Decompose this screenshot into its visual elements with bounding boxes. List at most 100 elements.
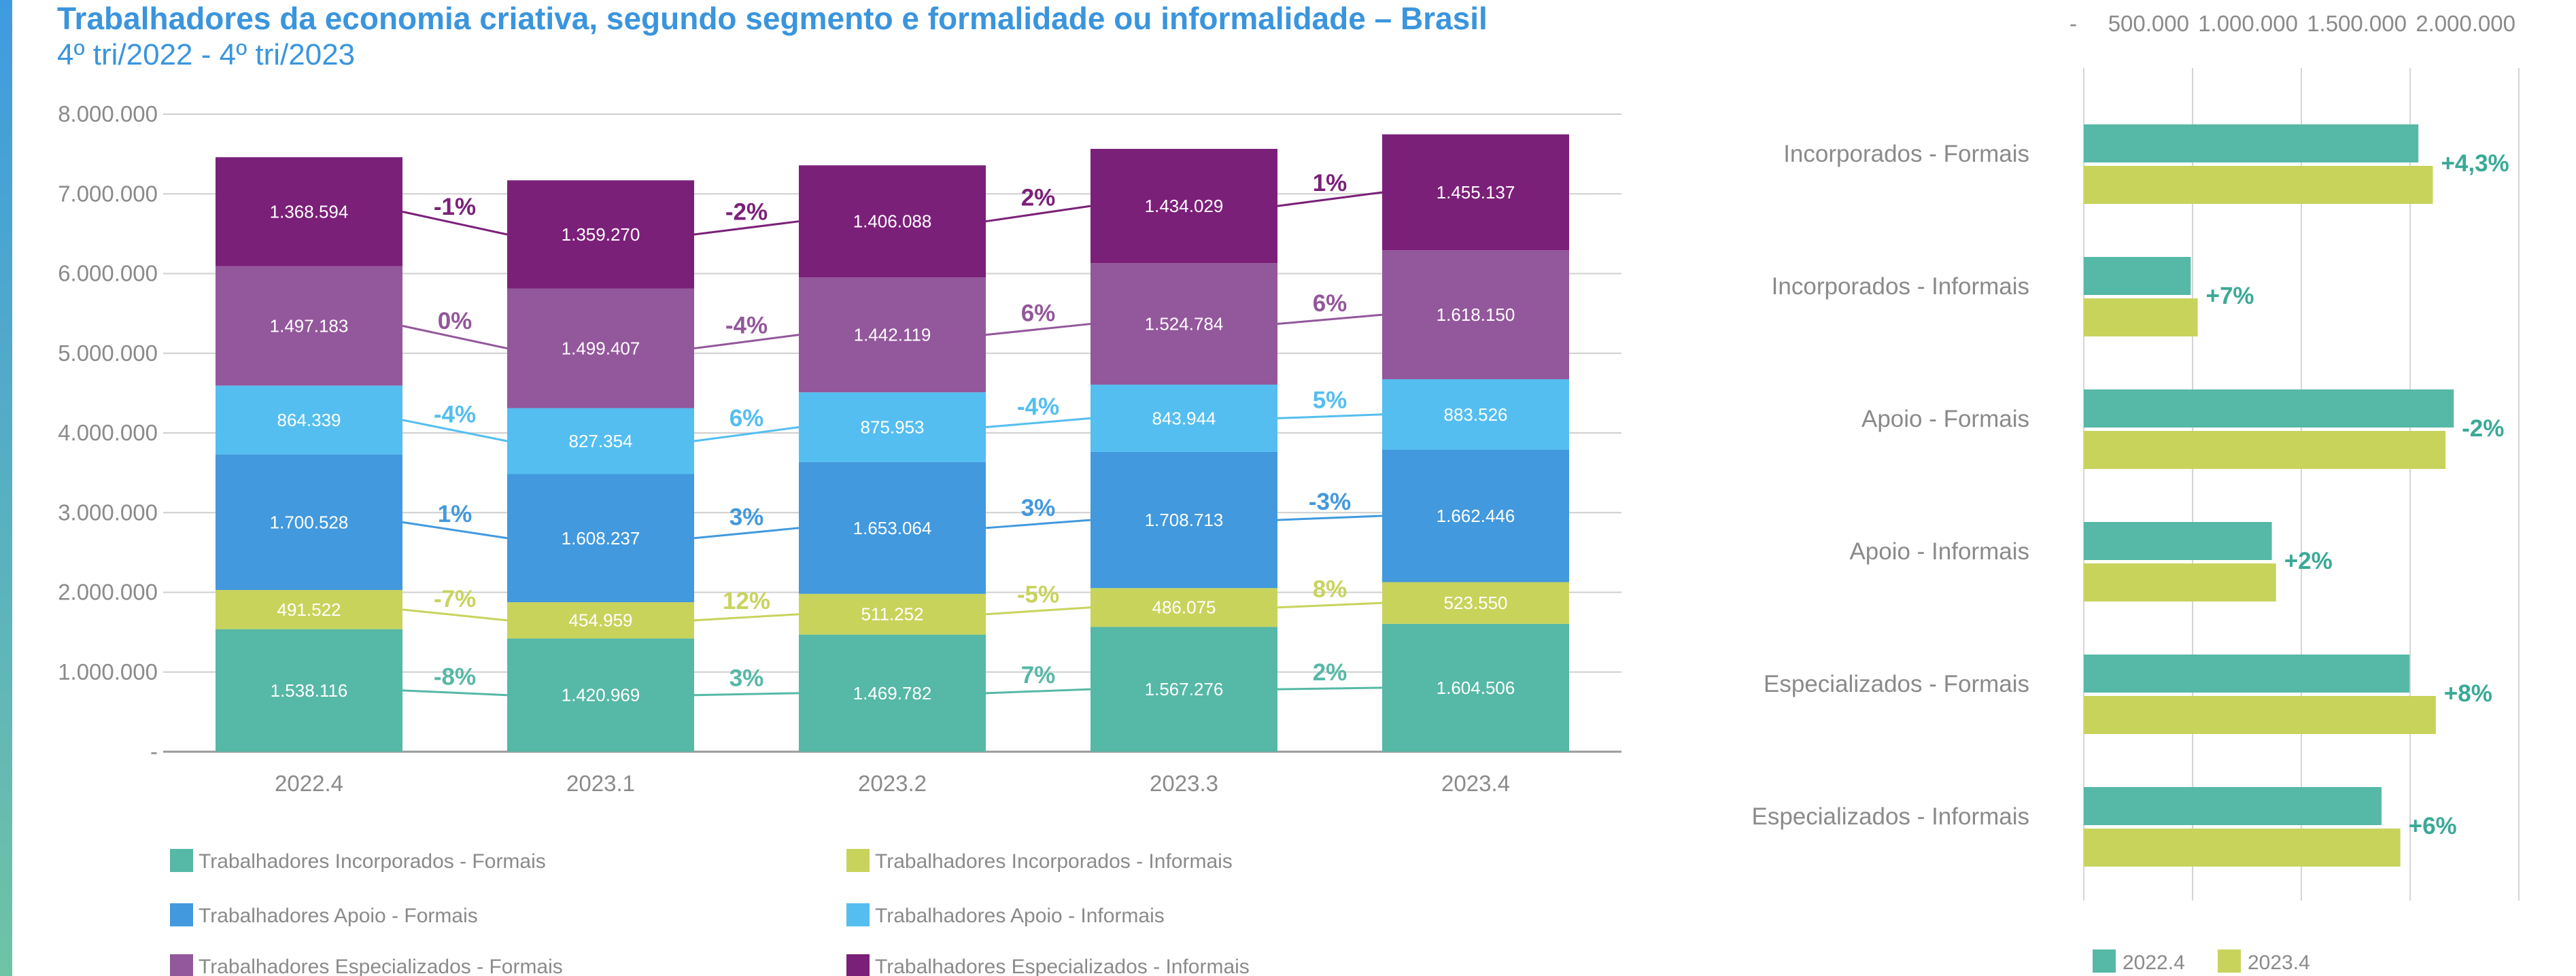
bar-segment [1382, 379, 1569, 450]
hbar [2084, 257, 2191, 295]
category-label: Apoio - Informais [1849, 538, 2029, 565]
change-label: 6% [1313, 290, 1347, 317]
bar-value-label: 486.075 [1152, 597, 1216, 618]
y-tick-label: 5.000.000 [58, 341, 158, 366]
x-tick-label: 2022.4 [275, 771, 343, 796]
change-label: 6% [1021, 300, 1056, 327]
x-tick-label: 1.000.000 [2198, 11, 2298, 36]
y-tick-label: 7.000.000 [58, 181, 158, 206]
bar-value-label: 1.420.969 [562, 685, 640, 705]
trend-line [402, 602, 1383, 622]
trend-line [402, 515, 1383, 540]
change-label: 1% [438, 501, 473, 527]
legend-swatch [846, 954, 870, 976]
bar-value-label: 875.953 [861, 417, 925, 438]
category-label: Especializados - Informais [1752, 803, 2030, 830]
change-label: 3% [729, 665, 764, 691]
hbar [2084, 389, 2454, 428]
bar-segment [507, 602, 694, 639]
bar-segment [507, 474, 694, 603]
y-tick-label: 4.000.000 [58, 420, 158, 445]
bar-value-label: 883.526 [1444, 404, 1508, 425]
bar-value-label: 523.550 [1444, 593, 1508, 613]
legend-label: 2023.4 [2248, 952, 2310, 974]
change-label: -3% [1309, 489, 1351, 515]
y-tick-label: 6.000.000 [58, 261, 158, 286]
change-label: 7% [1021, 662, 1056, 689]
change-label: -4% [725, 313, 768, 339]
change-label: +7% [2206, 283, 2254, 309]
category-label: Especializados - Formais [1764, 671, 2029, 697]
stacked-bar-chart: - 1.000.000 2.000.000 3.000.000 4.000.000 5.0… [58, 101, 1621, 976]
y-tick-label: 1.000.000 [58, 659, 158, 684]
hbar [2084, 563, 2276, 602]
trend-line [402, 686, 1383, 697]
change-label: 2% [1313, 659, 1347, 686]
bar-segment [216, 629, 402, 752]
bar-segment [799, 461, 986, 594]
change-label: 6% [729, 405, 764, 432]
bar-segment [1090, 263, 1277, 385]
x-tick-label: 2023.2 [858, 771, 927, 796]
legend-swatch [2218, 949, 2241, 973]
chart-subtitle: 4º tri/2022 - 4º tri/2023 [57, 38, 356, 71]
bar-segment [507, 288, 694, 408]
bar-value-label: 1.455.137 [1437, 182, 1515, 203]
hbar [2084, 787, 2382, 825]
change-label: 0% [438, 308, 473, 334]
bar-segment [507, 638, 694, 752]
bar-value-label: 511.252 [861, 604, 923, 625]
bar-value-label: 1.359.270 [562, 224, 640, 245]
bar-value-label: 491.522 [277, 599, 341, 620]
bar-segment [1090, 451, 1277, 589]
bar-value-label: 1.406.088 [853, 211, 932, 232]
bar-value-label: 1.524.784 [1145, 314, 1224, 334]
hbar [2084, 522, 2272, 560]
change-label: -5% [1017, 582, 1059, 608]
bar-segment [216, 157, 402, 266]
bar-value-label: 1.499.407 [562, 338, 640, 359]
bar-segment [216, 385, 402, 455]
bar-value-label: 1.618.150 [1437, 304, 1515, 325]
change-label: -1% [434, 194, 476, 220]
change-label: 12% [723, 588, 770, 614]
x-tick-label: 1.500.000 [2307, 11, 2407, 36]
bar-segment [1382, 250, 1569, 379]
legend-label: Trabalhadores Apoio - Formais [199, 905, 478, 927]
y-tick-label: 8.000.000 [58, 101, 158, 126]
bar-value-label: 1.653.064 [853, 518, 932, 538]
bar-segment [507, 408, 694, 474]
change-label: +4,3% [2441, 150, 2509, 177]
bar-segment [799, 165, 986, 278]
bar-value-label: 1.604.506 [1437, 678, 1515, 698]
bar-segment [507, 180, 694, 289]
legend-label: Trabalhadores Especializados - Informais [875, 956, 1250, 976]
hbar [2084, 124, 2419, 162]
bar-value-label: 1.434.029 [1145, 196, 1224, 216]
y-tick-label: 2.000.000 [58, 580, 158, 605]
legend-swatch [846, 849, 870, 872]
change-label: +8% [2444, 680, 2492, 707]
change-label: 8% [1313, 576, 1347, 602]
bar-value-label: 1.442.119 [854, 325, 931, 345]
chart-title: Trabalhadores da economia criativa, segu… [57, 1, 1488, 36]
x-tick-label: 2023.3 [1150, 771, 1218, 796]
change-label: -4% [1017, 394, 1059, 420]
x-tick-label: 2023.4 [1441, 771, 1510, 796]
hbar [2084, 298, 2198, 336]
bar-segment [216, 590, 402, 629]
change-label: -2% [2462, 415, 2504, 442]
legend-swatch [170, 954, 193, 976]
bar-value-label: 1.538.116 [271, 680, 348, 701]
category-label: Incorporados - Formais [1783, 141, 2029, 167]
bar-value-label: 1.497.183 [270, 316, 349, 336]
hbar [2084, 696, 2436, 734]
change-label: -4% [434, 401, 476, 428]
bar-segment [799, 593, 986, 635]
bar-value-label: 1.368.594 [270, 202, 349, 222]
bar-segment [1382, 134, 1569, 251]
legend-swatch [170, 903, 193, 926]
y-tick-label: 3.000.000 [58, 500, 158, 525]
change-label: +2% [2284, 548, 2333, 574]
change-label: +6% [2409, 813, 2457, 839]
